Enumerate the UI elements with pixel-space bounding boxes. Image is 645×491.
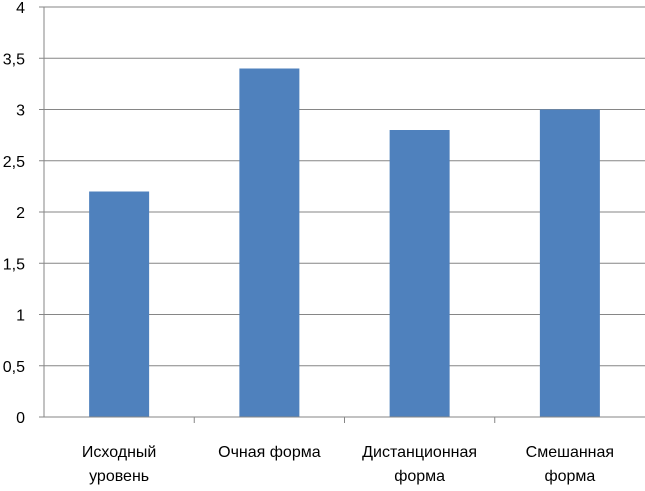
x-tick-label: Дистанционная xyxy=(362,444,477,461)
bars xyxy=(89,68,600,417)
x-tick-label: форма xyxy=(544,468,595,485)
bar xyxy=(239,68,300,417)
x-tick-labels: Исходный уровень Очная форма Дистанционная ф… xyxy=(82,444,614,485)
x-tick-label: Исходный xyxy=(82,444,156,461)
y-tick-label: 1,5 xyxy=(3,256,25,273)
y-tick-label: 3,5 xyxy=(3,51,25,68)
y-tick-label: 0,5 xyxy=(3,359,25,376)
x-tick-label: уровень xyxy=(89,468,149,485)
y-tick-label: 4 xyxy=(16,0,25,17)
bar xyxy=(89,191,150,417)
y-tick-label: 2 xyxy=(16,205,25,222)
y-tick-labels: 0 0,5 1 1,5 2 2,5 3 3,5 4 xyxy=(3,0,25,427)
y-tick-label: 0 xyxy=(16,410,25,427)
y-tick-label: 1 xyxy=(16,308,25,325)
bar xyxy=(389,130,450,417)
y-tick-label: 2,5 xyxy=(3,154,25,171)
x-tick-label: Очная форма xyxy=(218,444,321,461)
x-tick-label: Смешанная xyxy=(526,444,614,461)
axes xyxy=(39,6,645,423)
bar xyxy=(539,109,600,417)
y-tick-label: 3 xyxy=(16,103,25,120)
x-tick-label: форма xyxy=(394,468,445,485)
